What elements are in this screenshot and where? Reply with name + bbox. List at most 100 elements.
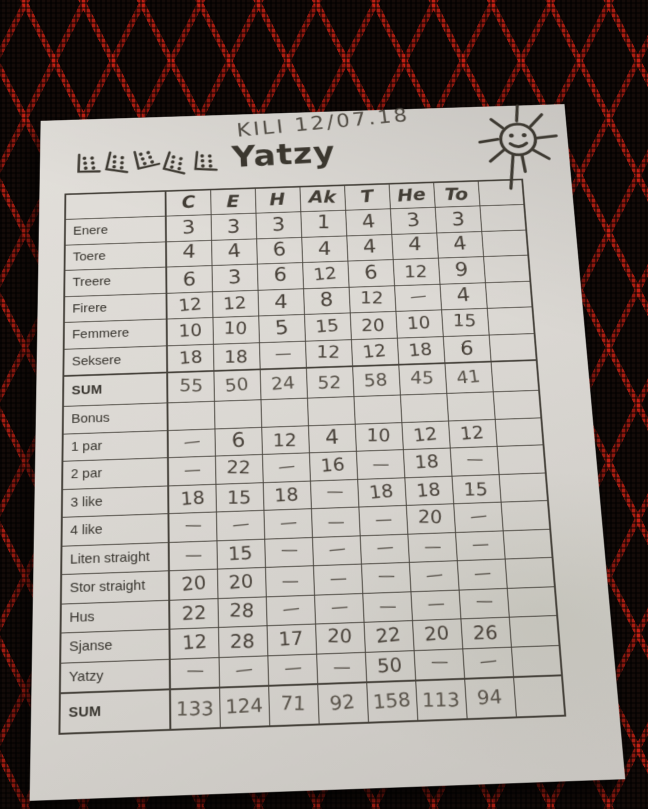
handwritten-score: — bbox=[423, 537, 441, 557]
handwritten-score: 12 bbox=[181, 629, 208, 655]
score-cell: 4 bbox=[307, 423, 356, 453]
row-label: Seksere bbox=[63, 345, 168, 376]
score-cell bbox=[513, 675, 566, 718]
player-column-header: H bbox=[254, 186, 301, 214]
score-cell: — bbox=[410, 589, 461, 621]
score-cell: 20 bbox=[349, 311, 397, 340]
row-label: Firere bbox=[63, 292, 167, 323]
handwritten-score: — bbox=[281, 598, 300, 620]
handwritten-score: 50 bbox=[224, 373, 250, 397]
handwritten-score: 6 bbox=[459, 338, 474, 361]
handwritten-score: — bbox=[475, 591, 492, 612]
score-cell: — bbox=[455, 530, 505, 561]
score-cell: 26 bbox=[460, 617, 511, 649]
score-cell: — bbox=[462, 646, 514, 679]
handwritten-score: 94 bbox=[476, 684, 504, 710]
handwritten-score: 16 bbox=[320, 453, 346, 477]
score-cell bbox=[399, 393, 449, 423]
score-cell: 71 bbox=[268, 684, 319, 727]
handwritten-score: 10 bbox=[366, 424, 391, 446]
score-cell: 113 bbox=[415, 678, 467, 721]
handwritten-score: 18 bbox=[415, 478, 442, 502]
yatzy-score-sheet: Yatzy KILI 12/07.18 bbox=[29, 104, 626, 801]
handwritten-score: 18 bbox=[178, 346, 203, 369]
handwritten-score: 4 bbox=[451, 233, 468, 256]
score-cell: 8 bbox=[303, 286, 350, 315]
score-cell: 10 bbox=[166, 317, 213, 346]
score-cell: 15 bbox=[216, 538, 266, 570]
handwritten-score: 9 bbox=[453, 258, 469, 281]
score-cell: — bbox=[408, 560, 459, 592]
handwritten-score: — bbox=[332, 657, 350, 678]
score-cell: 6 bbox=[442, 334, 491, 364]
handwritten-score: 158 bbox=[371, 687, 412, 714]
score-cell: 12 bbox=[350, 337, 399, 367]
score-cell: 3 bbox=[434, 205, 482, 233]
score-cell: — bbox=[407, 532, 457, 563]
score-cell: 3 bbox=[165, 214, 212, 242]
player-initial: E bbox=[226, 191, 240, 212]
score-cell: 6 bbox=[256, 237, 303, 265]
score-cell: — bbox=[169, 657, 220, 690]
score-cell: 10 bbox=[354, 422, 403, 452]
score-cell bbox=[167, 401, 215, 431]
handwritten-score: 12 bbox=[404, 261, 428, 282]
score-cell: 15 bbox=[451, 474, 501, 504]
score-cell: — bbox=[394, 283, 442, 312]
score-cell: 12 bbox=[304, 339, 353, 368]
score-cell: 22 bbox=[169, 598, 219, 630]
handwritten-score: 20 bbox=[327, 624, 353, 648]
score-cell: 4 bbox=[211, 238, 257, 266]
handwritten-score: 4 bbox=[181, 241, 197, 263]
score-cell bbox=[500, 500, 551, 531]
score-cell: 124 bbox=[219, 685, 270, 729]
handwritten-score: 3 bbox=[181, 216, 196, 239]
handwritten-score: 12 bbox=[316, 341, 341, 362]
handwritten-score: — bbox=[465, 449, 483, 469]
handwritten-score: — bbox=[231, 514, 249, 535]
score-cell: 18 bbox=[357, 477, 406, 508]
handwritten-score: 20 bbox=[418, 505, 443, 528]
handwritten-score: 12 bbox=[177, 293, 203, 316]
score-cell: 52 bbox=[305, 366, 354, 399]
handwritten-score: 18 bbox=[368, 479, 395, 504]
handwritten-score: 5 bbox=[273, 316, 290, 340]
handwritten-score: 3 bbox=[227, 266, 242, 289]
row-label: Hus bbox=[60, 599, 170, 634]
score-cell: — bbox=[453, 502, 503, 533]
score-cell: — bbox=[168, 540, 217, 571]
score-cell: 92 bbox=[317, 682, 369, 725]
score-cell: 18 bbox=[262, 480, 311, 511]
score-cell: 1 bbox=[300, 210, 347, 238]
player-column-header: Ak bbox=[299, 185, 346, 212]
handwritten-score: 92 bbox=[328, 689, 357, 716]
score-cell: — bbox=[362, 591, 413, 623]
score-cell: 20 bbox=[412, 618, 463, 651]
score-cell: 4 bbox=[439, 282, 487, 310]
score-cell: 4 bbox=[391, 232, 438, 260]
score-cell: — bbox=[261, 452, 310, 483]
score-cell bbox=[260, 398, 308, 427]
handwritten-score: 24 bbox=[270, 372, 296, 395]
score-cell: 16 bbox=[308, 451, 358, 481]
score-cell: — bbox=[167, 456, 216, 486]
handwritten-score: — bbox=[274, 344, 291, 364]
handwritten-score: 133 bbox=[176, 696, 214, 721]
row-label: Femmere bbox=[63, 319, 167, 349]
handwritten-score: — bbox=[325, 482, 343, 502]
handwritten-score: 18 bbox=[407, 338, 434, 361]
row-label: SUM bbox=[63, 372, 168, 407]
player-initial: H bbox=[269, 189, 286, 210]
score-cell: 6 bbox=[256, 262, 304, 290]
score-cell: 18 bbox=[404, 475, 454, 506]
handwritten-score: 6 bbox=[230, 429, 246, 453]
handwritten-score: 10 bbox=[223, 318, 248, 339]
handwritten-score: 3 bbox=[226, 216, 241, 238]
sheet-title: Yatzy bbox=[230, 134, 337, 175]
score-cell: 18 bbox=[396, 336, 445, 365]
die-icon bbox=[127, 142, 163, 175]
score-cell: 5 bbox=[258, 314, 305, 343]
row-label: Bonus bbox=[62, 402, 168, 434]
player-column-header: T bbox=[344, 183, 390, 211]
